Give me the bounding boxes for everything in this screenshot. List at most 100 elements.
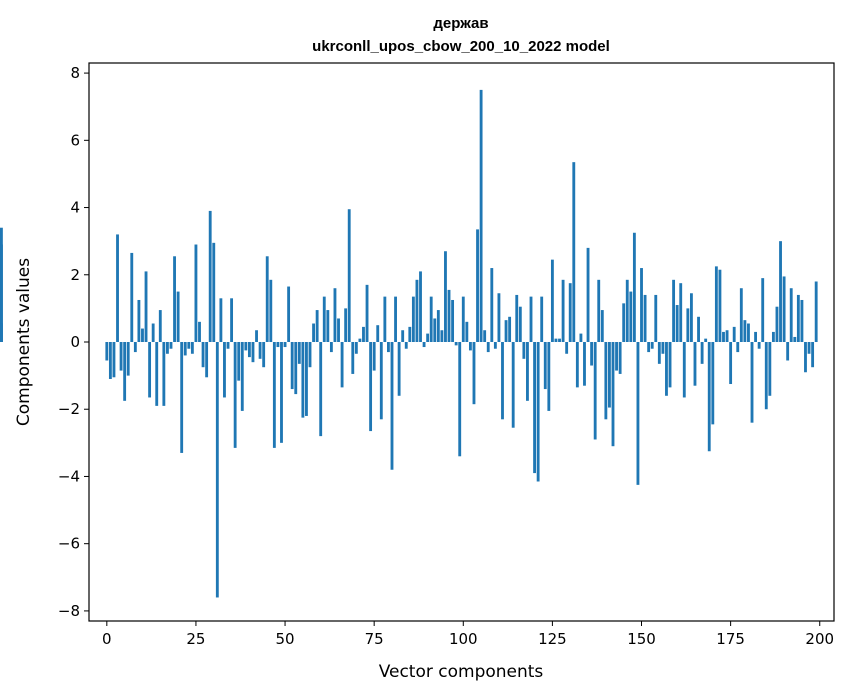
bar: [679, 283, 683, 342]
bar: [554, 338, 558, 342]
bar: [240, 342, 244, 411]
bar: [707, 342, 711, 452]
bar: [183, 342, 187, 356]
bar: [540, 296, 544, 342]
bar: [447, 289, 451, 342]
bar: [190, 342, 194, 354]
bar: [383, 296, 387, 342]
bar: [451, 299, 455, 342]
bar: [176, 291, 180, 342]
bar: [312, 323, 315, 342]
bar: [408, 326, 412, 342]
bar: [265, 256, 269, 342]
bar: [419, 271, 422, 342]
y-tick-label: 4: [70, 199, 80, 217]
bar: [173, 256, 176, 342]
bar: [415, 279, 419, 342]
bar: [604, 342, 608, 420]
x-axis-ticks: 0 25 50 75 100 125 150 175 200: [102, 621, 834, 648]
bar: [789, 288, 793, 342]
bar: [112, 342, 116, 378]
chart-subtitle: ukrconll_upos_cbow_200_10_2022 model: [312, 38, 610, 55]
bar: [290, 342, 294, 390]
bar: [326, 310, 330, 342]
bar: [575, 342, 579, 388]
bar: [593, 342, 597, 440]
bar: [376, 325, 380, 342]
bar: [119, 342, 123, 371]
bar: [547, 342, 551, 411]
bar: [586, 247, 590, 342]
bar: [529, 296, 533, 342]
bar: [354, 342, 358, 354]
bar: [137, 299, 141, 342]
bar: [379, 342, 383, 420]
bar: [518, 306, 522, 342]
bar: [108, 342, 112, 379]
bar: [287, 286, 291, 342]
bar: [711, 342, 715, 425]
bar: [141, 328, 144, 342]
bar: [476, 229, 479, 342]
bar: [568, 283, 572, 342]
bar: [579, 333, 583, 342]
bar: [632, 232, 636, 342]
bar: [754, 331, 758, 342]
bar: [372, 342, 376, 371]
bar: [276, 342, 280, 348]
y-tick-label: −6: [58, 535, 80, 553]
y-tick-label: −8: [58, 602, 80, 620]
bar: [483, 330, 487, 342]
bar: [515, 294, 519, 342]
bar: [251, 342, 255, 363]
bar: [718, 269, 722, 342]
bar: [811, 342, 815, 368]
bar: [237, 342, 241, 381]
bar: [116, 234, 119, 342]
bar: [280, 342, 283, 443]
bar: [704, 338, 708, 342]
bar: [479, 89, 483, 342]
bar: [739, 288, 743, 342]
bar: [636, 342, 640, 485]
bar: [689, 293, 693, 342]
x-axis-label: Vector components: [379, 662, 544, 682]
bar: [625, 279, 629, 342]
bar: [629, 291, 633, 342]
bar: [0, 323, 3, 342]
bar: [814, 281, 818, 342]
bar: [358, 338, 362, 342]
bar: [258, 342, 262, 359]
bar: [212, 242, 216, 342]
bar: [600, 310, 604, 342]
bar: [572, 162, 576, 342]
bar: [411, 296, 415, 342]
x-tick-label: 125: [538, 630, 567, 648]
bar: [440, 330, 444, 342]
bar: [369, 342, 373, 432]
bar: [230, 298, 234, 342]
bar: [158, 310, 162, 342]
bar: [497, 293, 501, 342]
bar: [615, 342, 618, 371]
bar: [169, 342, 173, 349]
chart-title: держав: [433, 15, 488, 32]
bar: [700, 342, 704, 364]
bar: [611, 342, 615, 447]
bar: [365, 284, 369, 342]
bar: [714, 266, 718, 342]
bar: [351, 342, 355, 374]
bar: [725, 330, 729, 342]
bar: [126, 342, 130, 376]
bar: [522, 342, 526, 359]
bar: [226, 342, 230, 349]
bar: [807, 342, 811, 354]
bar: [622, 303, 626, 342]
bar: [105, 342, 109, 361]
bar: [796, 294, 800, 342]
bar: [486, 342, 490, 353]
bar: [583, 342, 586, 386]
bar: [151, 323, 155, 342]
bar: [550, 259, 554, 342]
